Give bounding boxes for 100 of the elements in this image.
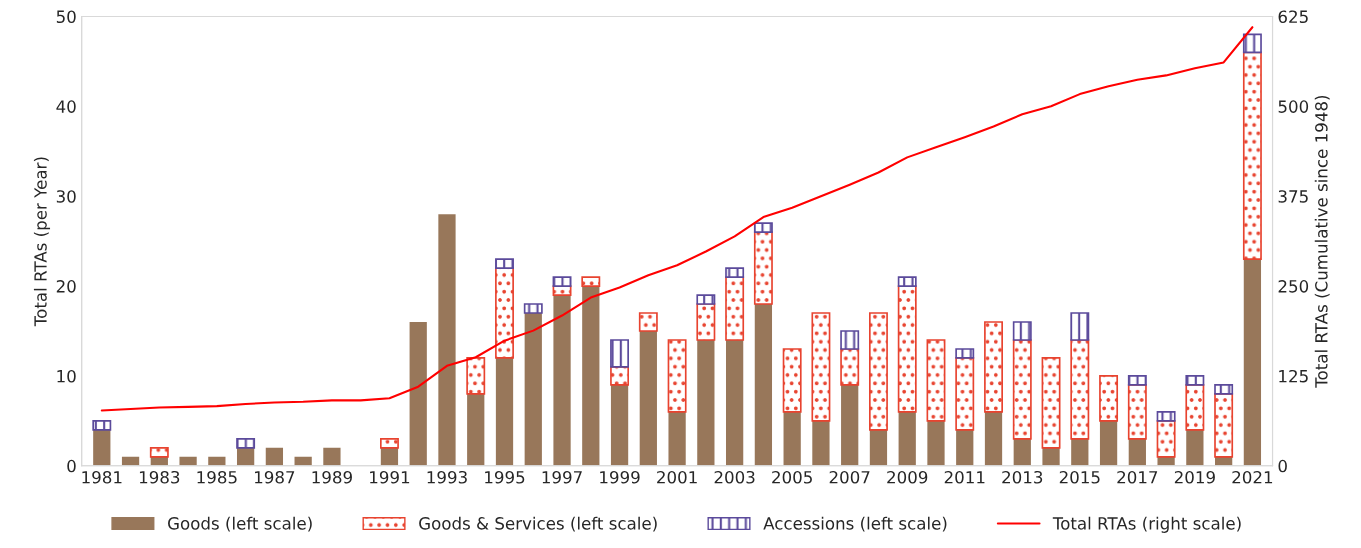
bar — [725, 276, 745, 341]
bar — [582, 286, 600, 466]
bar — [438, 214, 456, 466]
x-tick-label: 2021 — [1232, 470, 1273, 484]
x-tick-label: 2013 — [1002, 470, 1043, 484]
bar — [610, 339, 630, 368]
bar — [1127, 384, 1147, 440]
bar — [668, 411, 686, 466]
x-tick-label: 2011 — [944, 470, 985, 484]
bar — [265, 447, 284, 466]
bar — [610, 366, 630, 386]
bar — [1242, 51, 1262, 260]
bar — [1186, 429, 1204, 466]
legend-label: Goods & Services (left scale) — [419, 516, 657, 532]
x-tick-label: 2015 — [1059, 470, 1100, 484]
bar — [984, 411, 1003, 466]
x-tick-label: 1981 — [82, 470, 122, 484]
bar — [323, 447, 341, 466]
x-tick-label: 2003 — [714, 470, 755, 484]
legend-label: Goods (left scale) — [168, 516, 312, 532]
bar — [495, 357, 514, 466]
bar — [495, 267, 514, 359]
x-tick-label: 1983 — [139, 470, 180, 484]
bar — [1242, 33, 1262, 54]
bar — [927, 420, 945, 466]
x-tick-label: 1999 — [600, 470, 640, 484]
bar — [467, 393, 485, 466]
bar — [466, 357, 486, 395]
bar — [753, 231, 773, 305]
bar — [1070, 312, 1090, 341]
bar — [1099, 420, 1118, 466]
legend-label: Accessions (left scale) — [763, 516, 947, 532]
bar — [1042, 447, 1060, 466]
bar — [1156, 411, 1176, 422]
x-tick-label: 1995 — [485, 470, 525, 484]
x-tick-label: 1989 — [312, 470, 352, 484]
bar — [726, 339, 744, 466]
bar — [236, 438, 256, 449]
bar — [956, 429, 974, 466]
y-tick-label: 0 — [67, 459, 76, 473]
bar — [524, 313, 542, 466]
bar — [581, 276, 601, 287]
bar — [1185, 384, 1205, 431]
bar — [868, 312, 888, 431]
x-tick-label: 1985 — [197, 470, 237, 484]
bar — [841, 384, 859, 466]
bar — [840, 348, 860, 386]
bar — [93, 429, 111, 466]
bar — [610, 384, 629, 466]
bar — [667, 339, 687, 413]
bar — [1012, 321, 1032, 341]
y-axis-title: Total RTAs (per Year) — [33, 157, 51, 327]
bar — [639, 330, 657, 466]
bar — [409, 322, 427, 466]
y2-axis-title: Total RTAs (Cumulative since 1948) — [1314, 95, 1330, 388]
y2-tick-label: 0 — [1278, 459, 1287, 473]
y-tick-label: 20 — [56, 280, 76, 293]
y2-tick-label: 250 — [1278, 280, 1309, 293]
bar — [179, 456, 197, 466]
x-tick-label: 2007 — [829, 470, 870, 484]
y2-tick-label: 500 — [1278, 100, 1309, 113]
y-tick-label: 50 — [56, 10, 76, 24]
bar — [1214, 384, 1234, 395]
bar — [811, 312, 831, 422]
bar — [1127, 375, 1147, 386]
bar — [1128, 438, 1146, 466]
bar — [782, 348, 802, 413]
x-tick-label: 1993 — [427, 470, 467, 484]
x-tick-label: 1991 — [370, 470, 410, 484]
bar — [523, 303, 543, 314]
y-tick-label: 10 — [57, 369, 76, 383]
x-tick-label: 2017 — [1117, 470, 1158, 484]
bar — [840, 330, 860, 350]
y2-tick-label: 125 — [1279, 369, 1308, 383]
bar — [897, 276, 917, 287]
bar — [1012, 339, 1032, 440]
y-tick-label: 30 — [56, 190, 76, 203]
x-tick-label: 2005 — [772, 470, 812, 484]
bar — [898, 411, 916, 466]
x-tick-label: 1997 — [542, 470, 582, 484]
bar — [149, 446, 169, 458]
x-tick-label: 2009 — [887, 470, 928, 484]
bar — [869, 429, 888, 466]
bar — [697, 339, 715, 466]
bar — [754, 304, 773, 466]
bar — [897, 285, 917, 413]
bar — [1071, 438, 1089, 466]
y2-tick-label: 625 — [1278, 10, 1308, 24]
bar — [696, 294, 716, 305]
bar — [1041, 357, 1061, 449]
bar — [1070, 339, 1090, 440]
bar — [552, 276, 572, 287]
bar — [753, 222, 773, 233]
bar — [1214, 393, 1234, 458]
legend-label: Total RTAs (right scale) — [1052, 516, 1241, 533]
bar — [725, 267, 745, 278]
bar — [92, 420, 112, 431]
bar — [638, 312, 658, 332]
y-tick-label: 40 — [56, 100, 76, 113]
bar — [379, 438, 399, 449]
